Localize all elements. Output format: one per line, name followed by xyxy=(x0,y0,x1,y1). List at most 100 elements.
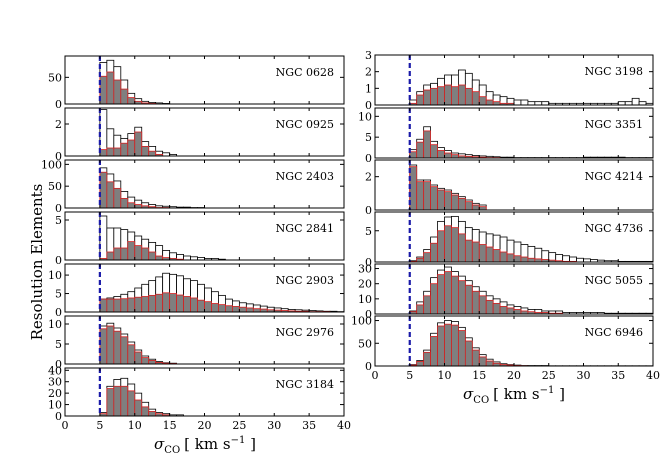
x-axis-title-left-exp: −1 xyxy=(231,435,246,446)
subset-bar xyxy=(423,252,431,263)
subset-bar xyxy=(478,244,487,263)
y-tick-label: 10 xyxy=(48,269,62,282)
subset-bar xyxy=(127,297,136,313)
subset-bar xyxy=(485,299,494,315)
x-axis-title-left-units: [ km s xyxy=(184,435,230,453)
subset-bar xyxy=(430,242,438,263)
x-tick-label: 40 xyxy=(646,369,660,382)
panel-label: NGC 3198 xyxy=(585,65,643,78)
panel-ngc-3198: 0 1 2 3 NGC 3198 xyxy=(365,49,654,112)
y-tick-label: 5 xyxy=(365,131,372,144)
panel-ngc-0925: 0 2 NGC 0925 xyxy=(55,107,345,163)
subset-bar xyxy=(457,84,466,106)
subset-bar xyxy=(444,225,452,263)
y-tick-label: 5 xyxy=(365,225,372,238)
subset-bar xyxy=(106,388,115,417)
total-bar xyxy=(513,99,522,106)
subset-bar xyxy=(478,356,487,367)
subset-bar xyxy=(141,357,150,365)
x-tick-label: 15 xyxy=(163,419,177,432)
y-tick-label: 0 xyxy=(55,358,62,371)
x-tick-label: 0 xyxy=(62,419,69,432)
y-tick-label: 2 xyxy=(365,171,372,184)
y-tick-label: 0 xyxy=(55,306,62,319)
panel-ngc-2403: 0 50 100 NGC 2403 xyxy=(41,158,345,215)
subset-bar xyxy=(148,411,157,417)
subset-bar xyxy=(471,204,480,211)
subset-bar xyxy=(141,247,150,261)
panel-ngc-5055: 0 10 20 30 NGC 5055 xyxy=(358,263,654,321)
subset-bar xyxy=(134,204,143,209)
x-axis-title-left-symbol: σ xyxy=(154,435,165,453)
x-tick-label: 20 xyxy=(507,369,521,382)
subset-bar xyxy=(464,87,473,106)
y-axis-title: Resolution Elements xyxy=(28,184,46,341)
subset-bar xyxy=(457,330,466,367)
subset-bar xyxy=(457,197,466,211)
subset-bar xyxy=(155,255,164,261)
subset-bar xyxy=(451,86,459,106)
y-tick-label: 0 xyxy=(55,150,62,163)
subset-bar xyxy=(430,144,438,159)
x-axis-title-right-symbol: σ xyxy=(463,385,474,403)
y-tick-label: 50 xyxy=(358,337,372,350)
x-tick-label: 15 xyxy=(472,369,486,382)
subset-bar xyxy=(155,293,164,313)
y-tick-label: 0 xyxy=(365,256,372,269)
x-tick-label: 10 xyxy=(128,419,142,432)
subset-bar xyxy=(148,150,157,157)
panel-label: NGC 5055 xyxy=(585,274,643,287)
subset-bar xyxy=(430,87,438,106)
subset-bar xyxy=(444,191,452,211)
panel-ngc-2976: 0 5 10 NGC 2976 xyxy=(48,315,345,371)
subset-bar xyxy=(127,139,136,157)
y-tick-label: 20 xyxy=(358,278,372,291)
subset-bar xyxy=(451,324,459,367)
subset-bar xyxy=(120,88,129,105)
subset-bar xyxy=(485,360,494,367)
subset-bar xyxy=(204,301,212,313)
x-axis-title-right-subscript: CO xyxy=(473,395,489,406)
subset-bar xyxy=(127,344,136,365)
subset-bar xyxy=(471,290,480,315)
subset-bar xyxy=(464,201,473,211)
y-tick-label: 0 xyxy=(55,98,62,111)
subset-bar xyxy=(127,97,136,105)
subset-bar xyxy=(183,296,191,313)
subset-bar xyxy=(423,351,431,367)
panel-ngc-4214: 0 2 NGC 4214 xyxy=(365,159,654,217)
subset-bar xyxy=(451,227,459,263)
x-axis-title-left-close: ] xyxy=(245,435,256,453)
subset-bar xyxy=(423,295,431,315)
panel-label: NGC 3184 xyxy=(276,378,334,391)
subset-bar xyxy=(106,298,115,313)
subset-bar xyxy=(218,304,226,313)
subset-bar xyxy=(120,298,129,313)
subset-bar xyxy=(134,131,143,157)
x-tick-label: 30 xyxy=(577,369,591,382)
subset-bar xyxy=(437,230,445,263)
subset-bar xyxy=(437,325,445,367)
subset-bar xyxy=(148,251,157,261)
subset-bar xyxy=(416,257,425,263)
subset-bar xyxy=(464,284,473,315)
x-tick-label: 0 xyxy=(372,369,379,382)
subset-bar xyxy=(134,245,143,261)
subset-bar xyxy=(211,303,219,313)
subset-bar xyxy=(520,256,529,263)
subset-bar xyxy=(444,152,452,159)
subset-bar xyxy=(513,255,522,263)
subset-bar xyxy=(120,385,129,417)
y-tick-label: 20 xyxy=(48,387,62,400)
subset-bar xyxy=(225,305,233,313)
x-axis-title-left: σCO [ km s−1 ] xyxy=(154,435,256,456)
subset-bar xyxy=(464,340,473,367)
total-bar xyxy=(520,99,529,106)
subset-bar xyxy=(437,150,445,159)
subset-bar xyxy=(106,181,115,209)
y-tick-label: 100 xyxy=(41,158,62,171)
x-tick-label: 40 xyxy=(337,419,351,432)
